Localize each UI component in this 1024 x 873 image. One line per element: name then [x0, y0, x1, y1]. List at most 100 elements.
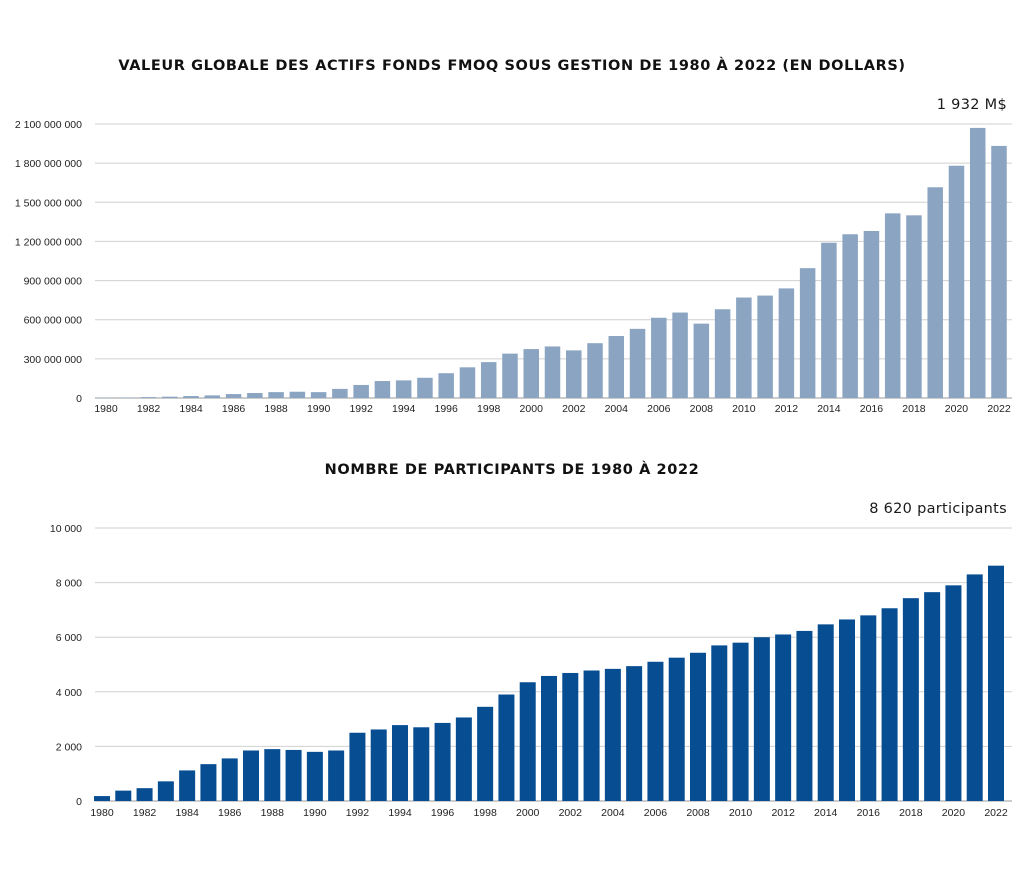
- participants-x-tick-label: 1984: [175, 807, 199, 819]
- participants-bar: [604, 668, 621, 801]
- assets-x-tick-label: 1996: [435, 403, 459, 415]
- assets-bar: [459, 367, 476, 398]
- participants-x-tick-label: 2002: [559, 807, 583, 819]
- participants-x-tick-label: 2004: [601, 807, 625, 819]
- assets-bar: [204, 395, 221, 398]
- participants-bar: [796, 630, 813, 801]
- assets-y-tick-label: 900 000 000: [24, 276, 83, 288]
- participants-bar: [881, 608, 898, 801]
- assets-x-tick-label: 2020: [945, 403, 969, 415]
- participants-bar: [392, 725, 408, 801]
- assets-bar: [906, 215, 922, 398]
- participants-bar: [647, 661, 664, 801]
- participants-x-tick-label: 2020: [942, 807, 966, 819]
- assets-x-tick-label: 1988: [264, 403, 288, 415]
- participants-bar: [285, 749, 302, 801]
- participants-y-tick-label: 2 000: [56, 741, 82, 753]
- assets-bar: [374, 381, 391, 398]
- assets-x-tick-label: 2014: [817, 403, 841, 415]
- assets-bar: [502, 353, 518, 398]
- assets-bar: [119, 397, 136, 398]
- assets-x-tick-label: 2012: [775, 403, 799, 415]
- assets-bar: [629, 328, 646, 398]
- assets-x-tick-label: 1998: [477, 403, 501, 415]
- assets-bar: [863, 230, 880, 398]
- assets-x-tick-label: 2004: [605, 403, 629, 415]
- participants-bar: [115, 790, 132, 801]
- assets-x-tick-label: 1990: [307, 403, 331, 415]
- assets-bar: [353, 384, 369, 398]
- assets-y-tick-label: 1 800 000 000: [15, 158, 82, 170]
- assets-x-tick-label: 2010: [732, 403, 756, 415]
- assets-y-tick-label: 300 000 000: [24, 354, 83, 366]
- assets-x-tick-label: 2018: [902, 403, 926, 415]
- assets-bar: [162, 396, 178, 398]
- participants-x-tick-label: 1996: [431, 807, 455, 819]
- assets-bar: [566, 350, 582, 398]
- assets-bar: [693, 323, 710, 398]
- assets-bar: [927, 187, 943, 398]
- assets-y-tick-label: 600 000 000: [24, 315, 83, 327]
- assets-y-tick-label: 1 500 000 000: [15, 197, 82, 209]
- assets-bar: [672, 312, 688, 398]
- assets-bar: [310, 392, 327, 398]
- assets-x-tick-label: 1982: [137, 403, 161, 415]
- participants-x-tick-label: 1986: [218, 807, 242, 819]
- participants-bar: [988, 565, 1004, 801]
- participants-bar: [541, 675, 557, 801]
- assets-bar: [247, 393, 263, 398]
- participants-bar: [817, 624, 834, 801]
- assets-x-tick-label: 2000: [520, 403, 544, 415]
- assets-x-tick-label: 1986: [222, 403, 246, 415]
- assets-bar: [438, 373, 454, 398]
- participants-bar: [711, 645, 728, 801]
- participants-bar: [498, 694, 515, 801]
- participants-x-tick-label: 2008: [686, 807, 710, 819]
- participants-bar: [583, 670, 600, 801]
- participants-x-tick-label: 2010: [729, 807, 753, 819]
- assets-x-tick-label: 2016: [860, 403, 884, 415]
- participants-x-tick-label: 2022: [984, 807, 1008, 819]
- participants-bar: [370, 729, 387, 801]
- participants-x-tick-label: 2014: [814, 807, 838, 819]
- assets-bar: [480, 362, 497, 398]
- participants-y-tick-label: 4 000: [56, 687, 82, 699]
- participants-bar: [839, 619, 855, 801]
- participants-bar: [690, 652, 706, 801]
- assets-bar: [821, 242, 837, 398]
- assets-x-tick-label: 2022: [987, 403, 1011, 415]
- participants-bar: [200, 764, 217, 801]
- assets-bar: [651, 317, 667, 398]
- participants-bar: [477, 706, 494, 801]
- assets-bar: [395, 380, 412, 398]
- assets-bar: [736, 297, 752, 398]
- assets-bar: [778, 288, 795, 398]
- assets-y-tick-label: 1 200 000 000: [15, 236, 82, 248]
- participants-bar: [413, 727, 430, 801]
- participants-bar: [966, 574, 983, 801]
- participants-bar: [243, 750, 259, 801]
- assets-bar: [948, 165, 965, 398]
- assets-bar: [332, 388, 348, 398]
- assets-chart-plot: 0 300 000 000 600 000 000 900 000 000 1 200 …: [15, 119, 1012, 415]
- assets-x-tick-label: 1994: [392, 403, 416, 415]
- assets-bar: [587, 343, 603, 398]
- assets-chart-title: VALEUR GLOBALE DES ACTIFS FONDS FMOQ SOU…: [118, 58, 906, 74]
- participants-x-tick-label: 1992: [346, 807, 370, 819]
- participants-y-tick-label: 10 000: [50, 523, 82, 535]
- participants-chart-title: NOMBRE DE PARTICIPANTS DE 1980 À 2022: [324, 462, 700, 478]
- assets-chart-callout: 1 932 M$: [936, 97, 1007, 113]
- participants-y-tick-label: 8 000: [56, 578, 82, 590]
- assets-bar: [969, 127, 986, 399]
- assets-bar: [608, 336, 625, 398]
- participants-bar: [157, 781, 174, 801]
- participants-bar: [562, 672, 579, 801]
- participants-bar: [264, 749, 281, 801]
- participants-x-tick-label: 2012: [771, 807, 795, 819]
- participants-bar: [775, 634, 792, 801]
- participants-bar: [136, 788, 153, 801]
- participants-x-tick-label: 2018: [899, 807, 923, 819]
- participants-bar: [179, 770, 196, 801]
- assets-x-tick-label: 1992: [349, 403, 373, 415]
